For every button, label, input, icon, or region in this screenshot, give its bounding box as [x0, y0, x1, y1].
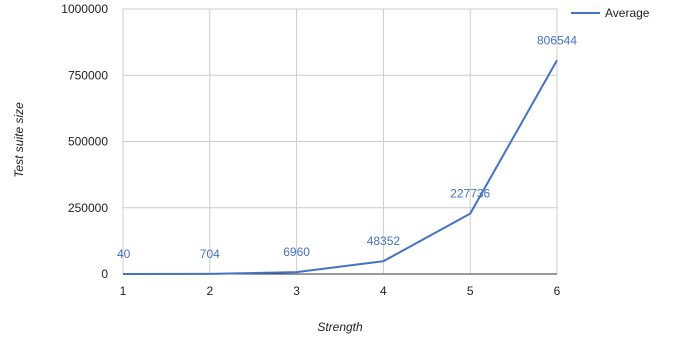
x-tick-label: 6	[554, 284, 561, 298]
y-axis-title: Test suite size	[12, 102, 26, 178]
data-label: 227736	[450, 187, 490, 201]
data-label: 40	[117, 247, 131, 261]
x-axis-title: Strength	[317, 320, 363, 334]
data-label: 704	[200, 247, 220, 261]
grid-lines	[122, 8, 558, 274]
y-tick-label: 250000	[68, 201, 108, 215]
data-label: 806544	[537, 33, 577, 47]
legend-label-average: Average	[605, 6, 650, 20]
y-tick-label: 500000	[68, 135, 108, 149]
x-tick-label: 3	[293, 284, 300, 298]
x-tick-label: 5	[467, 284, 474, 298]
y-tick-label: 0	[101, 267, 108, 281]
x-tick-label: 2	[206, 284, 213, 298]
data-label: 48352	[367, 234, 401, 248]
series-layer	[122, 59, 558, 275]
y-tick-labels: 0 250000 500000 750000 1000000	[61, 2, 108, 281]
x-tick-label: 1	[120, 284, 127, 298]
series-line-average	[122, 59, 558, 275]
y-tick-label: 750000	[68, 68, 108, 82]
data-labels: 40 704 6960 48352 227736 806544	[117, 33, 577, 261]
x-tick-labels: 1 2 3 4 5 6	[120, 284, 561, 298]
legend: Average	[571, 6, 650, 20]
x-tick-label: 4	[380, 284, 387, 298]
data-label: 6960	[283, 245, 310, 259]
y-tick-label: 1000000	[61, 2, 108, 16]
